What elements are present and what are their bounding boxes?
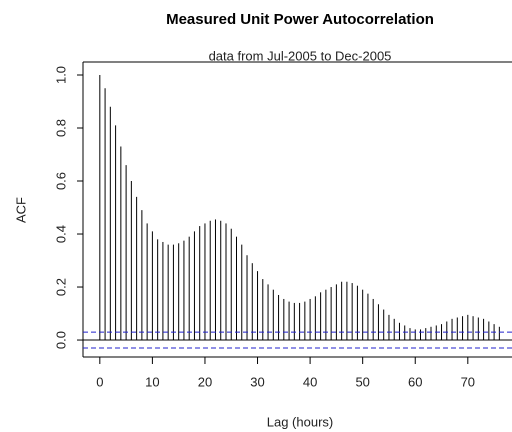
chart-title: Measured Unit Power Autocorrelation (166, 11, 434, 28)
x-tick-label: 30 (250, 374, 264, 389)
y-tick-label: 0.4 (53, 225, 68, 243)
x-tick-label: 60 (408, 374, 422, 389)
x-tick-label: 0 (96, 374, 103, 389)
y-tick-label: 0.0 (53, 331, 68, 349)
chart-subtitle: data from Jul-2005 to Dec-2005 (209, 48, 392, 63)
x-tick-label: 20 (198, 374, 212, 389)
x-tick-label: 10 (145, 374, 159, 389)
x-tick-label: 40 (303, 374, 317, 389)
x-axis-label: Lag (hours) (267, 414, 333, 429)
y-tick-label: 1.0 (53, 66, 68, 84)
y-tick-label: 0.6 (53, 172, 68, 190)
x-tick-label: 50 (355, 374, 369, 389)
y-axis-label: ACF (13, 197, 28, 223)
y-tick-label: 0.8 (53, 119, 68, 137)
plot-frame (82, 61, 512, 358)
y-tick-label: 0.2 (53, 278, 68, 296)
x-tick-label: 70 (461, 374, 475, 389)
